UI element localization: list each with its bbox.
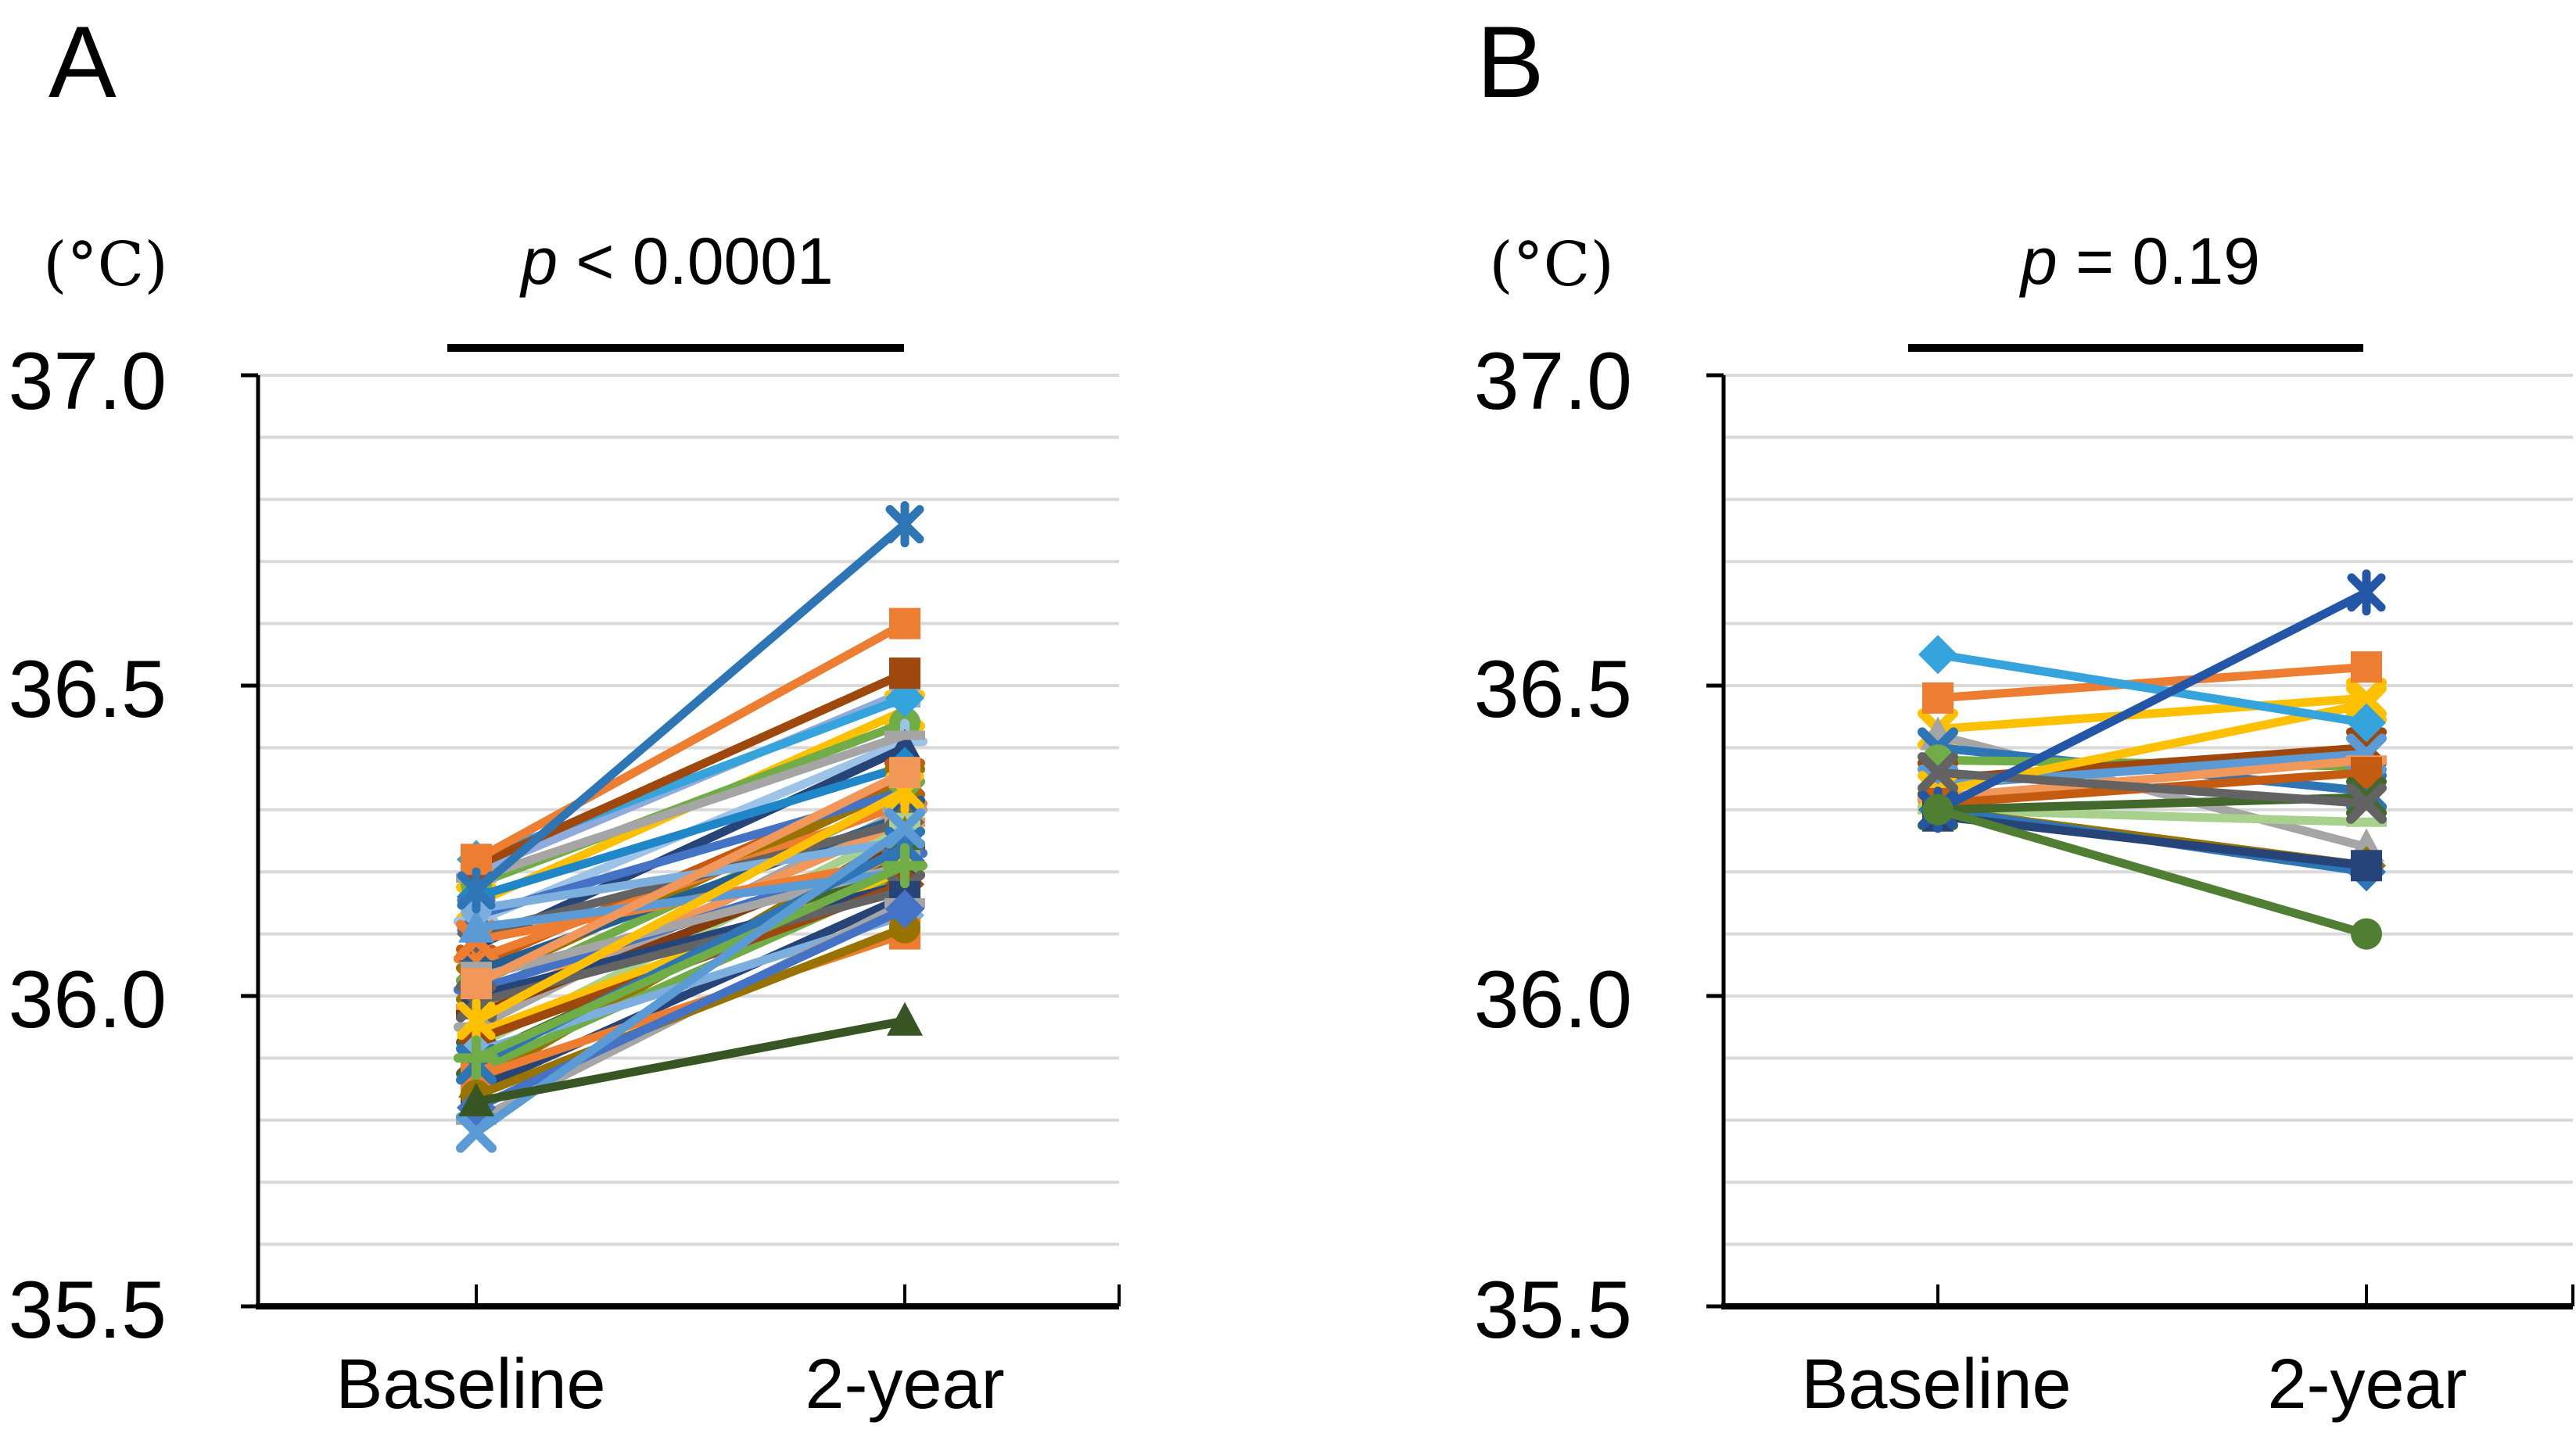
panel-a-unit-label: (°C) — [43, 230, 168, 300]
marker-triangle — [458, 1082, 494, 1116]
marker-triangle — [458, 908, 494, 943]
marker-square — [461, 968, 492, 1000]
panel-b-p-rest: = 0.19 — [2057, 224, 2260, 298]
marker-asterisk — [885, 501, 924, 548]
panel-b-label: B — [1476, 5, 1545, 119]
series-line — [472, 1016, 909, 1106]
series-line — [472, 786, 909, 1026]
series — [458, 1001, 923, 1116]
panel-a-label: A — [48, 5, 117, 119]
panel-b-unit-label: (°C) — [1489, 230, 1614, 300]
marker-circle — [1922, 794, 1954, 826]
panel-a-ytick-36.5: 36.5 — [8, 644, 167, 735]
marker-square — [1922, 682, 1954, 714]
marker-x — [1918, 752, 1958, 794]
panel-b-p-value: p = 0.19 — [1843, 228, 2438, 294]
series — [454, 843, 927, 1081]
marker-triangle — [887, 1001, 923, 1036]
series-line — [472, 731, 909, 883]
panel-b-ytick-36.0: 36.0 — [1473, 955, 1632, 1045]
marker-square — [889, 607, 920, 639]
panel-a-plot — [241, 373, 1121, 1309]
series — [461, 757, 920, 1000]
marker-square — [889, 757, 920, 789]
panel-b-ytick-37.0: 37.0 — [1473, 336, 1632, 427]
marker-asterisk — [2347, 569, 2386, 616]
panel-a-significance-bar — [447, 344, 904, 352]
panel-b-significance-bar — [1908, 344, 2363, 352]
series-line — [472, 861, 909, 1062]
series-line — [1933, 588, 2371, 815]
series — [1922, 794, 2382, 950]
panel-b-ytick-35.5: 35.5 — [1473, 1265, 1632, 1356]
panel-b-category-baseline: Baseline — [1801, 1345, 2072, 1424]
panel-a-ytick-36.0: 36.0 — [8, 955, 167, 1045]
panel-b-plot — [1706, 373, 2574, 1309]
marker-x — [456, 1112, 497, 1153]
series — [456, 808, 925, 1153]
series-line — [472, 520, 909, 895]
series-line — [1933, 662, 2371, 703]
series-line — [1933, 693, 2371, 734]
panel-a-p-symbol: p — [521, 224, 558, 298]
series-line — [472, 824, 909, 1137]
series-line — [472, 761, 909, 901]
series — [1922, 651, 2382, 714]
marker-triangle — [887, 729, 923, 763]
series-line — [1933, 650, 2371, 728]
marker-square — [2351, 850, 2382, 882]
panel-a-category-2year: 2-year — [805, 1345, 1005, 1424]
series — [1918, 635, 2386, 743]
marker-diamond — [1918, 635, 1957, 675]
marker-square — [889, 657, 920, 690]
panel-a-p-value: p < 0.0001 — [380, 228, 974, 294]
series-line — [472, 905, 909, 1112]
panel-a-ytick-35.5: 35.5 — [8, 1265, 167, 1356]
marker-square — [2351, 651, 2382, 683]
panel-a-category-baseline: Baseline — [335, 1345, 606, 1424]
marker-diamond — [2347, 703, 2386, 743]
series-line — [472, 768, 909, 988]
marker-x — [2346, 783, 2387, 824]
marker-dash — [884, 730, 925, 740]
marker-diamond — [885, 889, 924, 929]
marker-plus — [882, 843, 927, 889]
panel-b-ytick-36.5: 36.5 — [1473, 644, 1632, 735]
series-line — [1933, 755, 2371, 802]
panel-a-ytick-37.0: 37.0 — [8, 336, 167, 427]
series-line — [472, 619, 909, 864]
marker-x — [884, 808, 925, 849]
panel-b-category-2year: 2-year — [2267, 1345, 2467, 1424]
marker-circle — [2351, 918, 2382, 950]
series-line — [1933, 805, 2371, 939]
series-line — [1933, 811, 2371, 870]
panel-b-p-symbol: p — [2021, 224, 2058, 298]
series — [457, 501, 924, 914]
marker-asterisk — [457, 867, 496, 914]
series-line — [472, 880, 909, 1001]
marker-plus — [454, 1035, 499, 1081]
marker-asterisk — [457, 998, 496, 1044]
series — [461, 607, 920, 876]
panel-a-p-rest: < 0.0001 — [558, 224, 834, 298]
